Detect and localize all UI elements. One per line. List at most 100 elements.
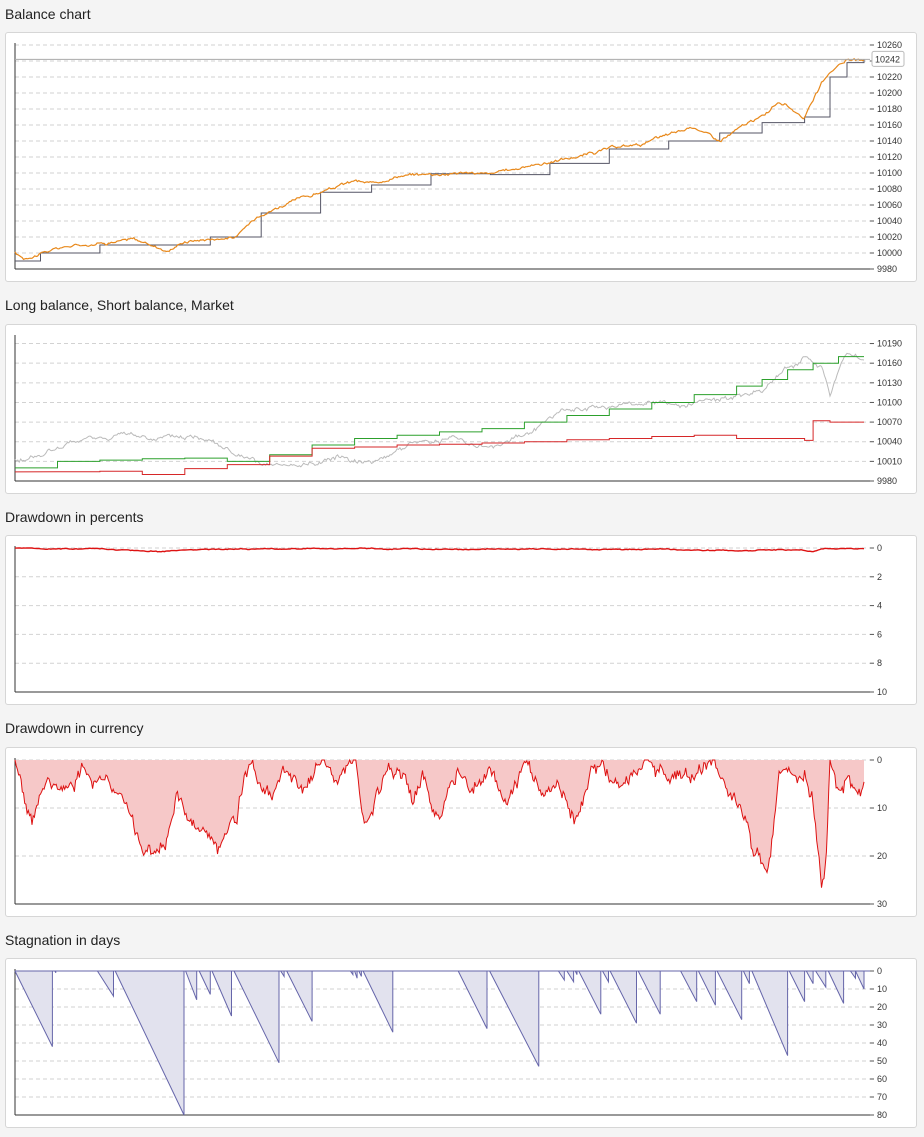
- drawdown-percent-title: Drawdown in percents: [5, 509, 144, 525]
- stagnation-line: [362, 970, 394, 1033]
- y-tick-label: 30: [877, 1020, 887, 1030]
- stagnation-line: [54, 970, 57, 974]
- y-tick-label: 10220: [877, 72, 902, 82]
- stagnation-line: [211, 970, 232, 1017]
- y-tick-label: 10080: [877, 184, 902, 194]
- stagnation-line: [815, 970, 827, 989]
- stagnation-line: [716, 970, 743, 1020]
- drawdown-currency-title: Drawdown in currency: [5, 720, 144, 736]
- stagnation-line: [566, 970, 575, 984]
- y-tick-label: 40: [877, 1038, 887, 1048]
- y-tick-label: 10020: [877, 232, 902, 242]
- stagnation-title: Stagnation in days: [5, 932, 121, 948]
- stagnation-line: [354, 970, 358, 979]
- y-tick-label: 20: [877, 1002, 887, 1012]
- y-tick-label: 0: [877, 755, 882, 765]
- stagnation-line: [457, 970, 488, 1029]
- short-balance-series: [14, 420, 864, 475]
- long-balance-series: [14, 356, 864, 469]
- y-tick-label: 70: [877, 1092, 887, 1102]
- stagnation-line: [489, 970, 540, 1067]
- y-tick-label: 10060: [877, 200, 902, 210]
- drawdown-currency-area: [15, 760, 864, 888]
- y-tick-label: 10120: [877, 152, 902, 162]
- current-value-badge: [871, 50, 905, 67]
- stagnation-line: [788, 970, 806, 1002]
- stagnation-area: [638, 971, 661, 1015]
- stagnation-area: [358, 971, 362, 977]
- current-value-label: 10242: [875, 54, 900, 64]
- balance-chart-title: Balance chart: [5, 6, 91, 22]
- y-tick-label: 10000: [877, 248, 902, 258]
- stagnation-line: [198, 970, 211, 995]
- stagnation-line: [751, 970, 789, 1056]
- drawdown-percent-chart: 0 2 4 6 8 10: [14, 543, 887, 697]
- market-series: [14, 352, 865, 468]
- y-tick-label: 10: [877, 984, 887, 994]
- stagnation-line: [185, 970, 198, 1000]
- y-tick-label: 10: [877, 687, 887, 697]
- y-tick-label: 10040: [877, 216, 902, 226]
- stagnation-line: [602, 970, 609, 984]
- balance-series: [14, 57, 865, 261]
- y-tick-label: 60: [877, 1074, 887, 1084]
- y-tick-label: 0: [877, 543, 882, 553]
- y-tick-label: 10200: [877, 88, 902, 98]
- y-tick-label: 30: [877, 899, 887, 909]
- stagnation-line: [855, 970, 865, 990]
- stagnation-line: [358, 970, 362, 977]
- stagnation-line: [609, 970, 637, 1024]
- y-tick-label: 8: [877, 658, 882, 668]
- y-tick-label: 2: [877, 572, 882, 582]
- y-tick-label: 10070: [877, 417, 902, 427]
- y-tick-label: 10160: [877, 358, 902, 368]
- y-tick-label: 10100: [877, 397, 902, 407]
- stagnation-line: [96, 970, 114, 998]
- y-tick-label: 6: [877, 629, 882, 639]
- y-tick-label: 10140: [877, 136, 902, 146]
- y-tick-label: 10260: [877, 40, 902, 50]
- balance-step-series: [15, 59, 865, 262]
- stagnation-chart: 0 10 20 30 40 50 60 70 80: [14, 966, 887, 1120]
- long-short-market-chart: 9980 10010 10040 10070 10100 10130 10160 10190: [14, 335, 902, 486]
- y-tick-label: 10100: [877, 168, 902, 178]
- y-tick-label: 4: [877, 601, 882, 611]
- y-tick-label: 10160: [877, 120, 902, 130]
- y-tick-label: 10180: [877, 104, 902, 114]
- balance-chart: 9980 10000 10020 10040 10060 10080 10100 10120 1…: [14, 40, 905, 274]
- stagnation-panel: 0 10 20 30 40 50 60 70 80: [5, 958, 917, 1128]
- y-tick-label: 10: [877, 803, 887, 813]
- stagnation-area: [354, 971, 358, 979]
- y-tick-label: 50: [877, 1056, 887, 1066]
- stagnation-line: [14, 970, 53, 1047]
- stagnation-line: [557, 970, 565, 982]
- y-tick-label: 9980: [877, 264, 897, 274]
- y-tick-label: 10040: [877, 437, 902, 447]
- stagnation-line: [578, 970, 602, 1015]
- drawdown-percent-series: [15, 547, 865, 553]
- stagnation-area: [234, 971, 279, 1063]
- drawdown-currency-series: [14, 758, 865, 888]
- stagnation-area: [698, 971, 716, 1006]
- drawdown-currency-chart: 0 10 20 30: [14, 755, 887, 909]
- stagnation-line: [805, 970, 814, 984]
- y-tick-label: 20: [877, 851, 887, 861]
- y-tick-label: 9980: [877, 476, 897, 486]
- stagnation-line: [827, 970, 845, 1004]
- long-short-chart-title: Long balance, Short balance, Market: [5, 297, 234, 313]
- stagnation-line: [849, 970, 856, 980]
- stagnation-line: [574, 970, 578, 975]
- stagnation-line: [637, 970, 661, 1015]
- long-short-chart-panel: 9980 10010 10040 10070 10100 10130 10160 10190: [5, 324, 917, 494]
- y-tick-label: 0: [877, 966, 882, 976]
- stagnation-line: [114, 970, 185, 1116]
- y-tick-label: 10130: [877, 378, 902, 388]
- balance-chart-panel: 9980 10000 10020 10040 10060 10080 10100 10120 1…: [5, 32, 917, 282]
- stagnation-line: [697, 970, 716, 1006]
- stagnation-line: [233, 970, 280, 1064]
- stagnation-line: [286, 970, 313, 1022]
- stagnation-line: [280, 970, 285, 979]
- y-tick-label: 10190: [877, 339, 902, 349]
- stagnation-line: [742, 970, 750, 984]
- stagnation-line: [680, 970, 698, 1002]
